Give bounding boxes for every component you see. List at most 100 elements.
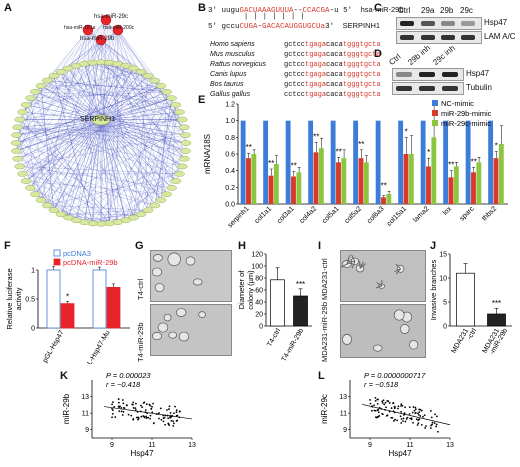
y-tick-label: 20	[255, 312, 263, 319]
category-label: col4a2	[299, 205, 319, 225]
network-edge	[17, 127, 180, 175]
band	[442, 86, 458, 91]
network-edge	[30, 91, 167, 99]
network-edge	[46, 80, 134, 218]
network-edge	[16, 29, 89, 136]
panel-letter-g: G	[135, 240, 144, 252]
network-edge	[17, 29, 119, 128]
network-edge	[22, 173, 155, 206]
scatter-point	[376, 398, 379, 401]
network-edge	[100, 97, 172, 121]
cell-colony	[373, 344, 383, 352]
network-edge	[53, 75, 102, 121]
cell-colony	[176, 308, 187, 317]
network-edge	[47, 173, 180, 206]
network-edge	[22, 111, 156, 206]
gene-node	[174, 171, 185, 177]
y-tick-label: 1.2	[225, 102, 235, 109]
y-tick-label: 9	[85, 427, 89, 434]
network-edge	[100, 119, 142, 215]
micrograph-i-ctrl	[340, 250, 426, 302]
gene-node	[71, 217, 82, 224]
gene-node	[179, 124, 190, 131]
scatter-point	[397, 407, 399, 410]
scatter-point	[385, 406, 387, 409]
scatter-point	[137, 417, 140, 420]
y-tick-label: 0.6	[225, 152, 235, 159]
network-edge	[100, 39, 186, 136]
network-edge	[19, 166, 172, 189]
scatter-point	[400, 418, 403, 420]
scatter-point	[149, 417, 151, 420]
scatter-point	[142, 402, 145, 404]
scatter-point	[163, 416, 166, 419]
scatter-point	[388, 402, 391, 404]
scatter-point	[416, 424, 419, 426]
scatter-point	[420, 423, 423, 426]
gene-node	[35, 83, 47, 89]
network-edge	[16, 119, 183, 136]
gene-node	[11, 132, 22, 138]
network-edge	[16, 62, 102, 136]
significance-label: **	[268, 159, 274, 168]
bar	[431, 137, 437, 204]
gene-node	[35, 197, 47, 203]
significance-label: **	[471, 157, 477, 166]
seq-part: tgggtgcta	[342, 71, 381, 79]
significance-label: *	[405, 127, 408, 136]
gene-node	[143, 73, 154, 79]
band	[419, 72, 435, 77]
network-edge	[76, 65, 102, 121]
seq-part: tgggtgcta	[342, 51, 381, 59]
network-edge	[84, 63, 162, 201]
scatter-point	[134, 409, 137, 411]
cell-colony	[185, 256, 196, 266]
invasive-branch	[359, 261, 364, 269]
network-edge	[46, 39, 102, 206]
y-tick-label: 15	[439, 252, 447, 259]
scatter-point	[121, 414, 124, 416]
bar	[296, 172, 302, 204]
cell-colony	[157, 322, 169, 333]
bar	[488, 120, 494, 204]
network-edge	[35, 119, 102, 195]
network-edge	[100, 91, 167, 121]
bar	[270, 279, 285, 327]
band	[442, 72, 458, 77]
scatter-point	[175, 409, 178, 412]
y-tick-label: 13	[81, 394, 89, 401]
seq-part: caca	[326, 81, 343, 89]
gene-node	[128, 65, 139, 72]
x-tick-label: 11	[148, 442, 155, 449]
network-edge	[46, 119, 102, 206]
y-tick-label: 80	[255, 276, 263, 283]
scatter-point	[111, 416, 113, 419]
scatter-point	[120, 410, 123, 413]
category-label: thbs2	[481, 205, 498, 222]
seq-part: tgggtgcta	[342, 91, 381, 99]
y-tick-label: 60	[255, 288, 263, 295]
scatter-point	[132, 418, 135, 420]
network-edge	[92, 119, 102, 224]
scatter-point	[423, 414, 426, 417]
bar	[471, 172, 476, 204]
x-tick-label: 13	[446, 442, 454, 449]
network-edge	[100, 119, 186, 152]
gene-node	[12, 155, 23, 162]
species-list: Homo sapiens gctcctgagacacatgggtgcta Mus m…	[210, 40, 381, 100]
band	[419, 86, 435, 91]
bar	[456, 272, 475, 327]
gene-node	[63, 214, 74, 221]
network-edge	[76, 80, 156, 221]
scatter-point	[413, 409, 416, 412]
network-edge	[16, 119, 102, 136]
blot-c-row-0: Hsp47	[484, 18, 508, 27]
scatter-point	[430, 416, 433, 419]
cell-colony	[198, 311, 206, 318]
network-edge	[19, 166, 180, 175]
network-edge	[68, 119, 102, 218]
scatter-point	[370, 409, 373, 412]
bar	[448, 177, 454, 204]
band	[400, 35, 414, 40]
